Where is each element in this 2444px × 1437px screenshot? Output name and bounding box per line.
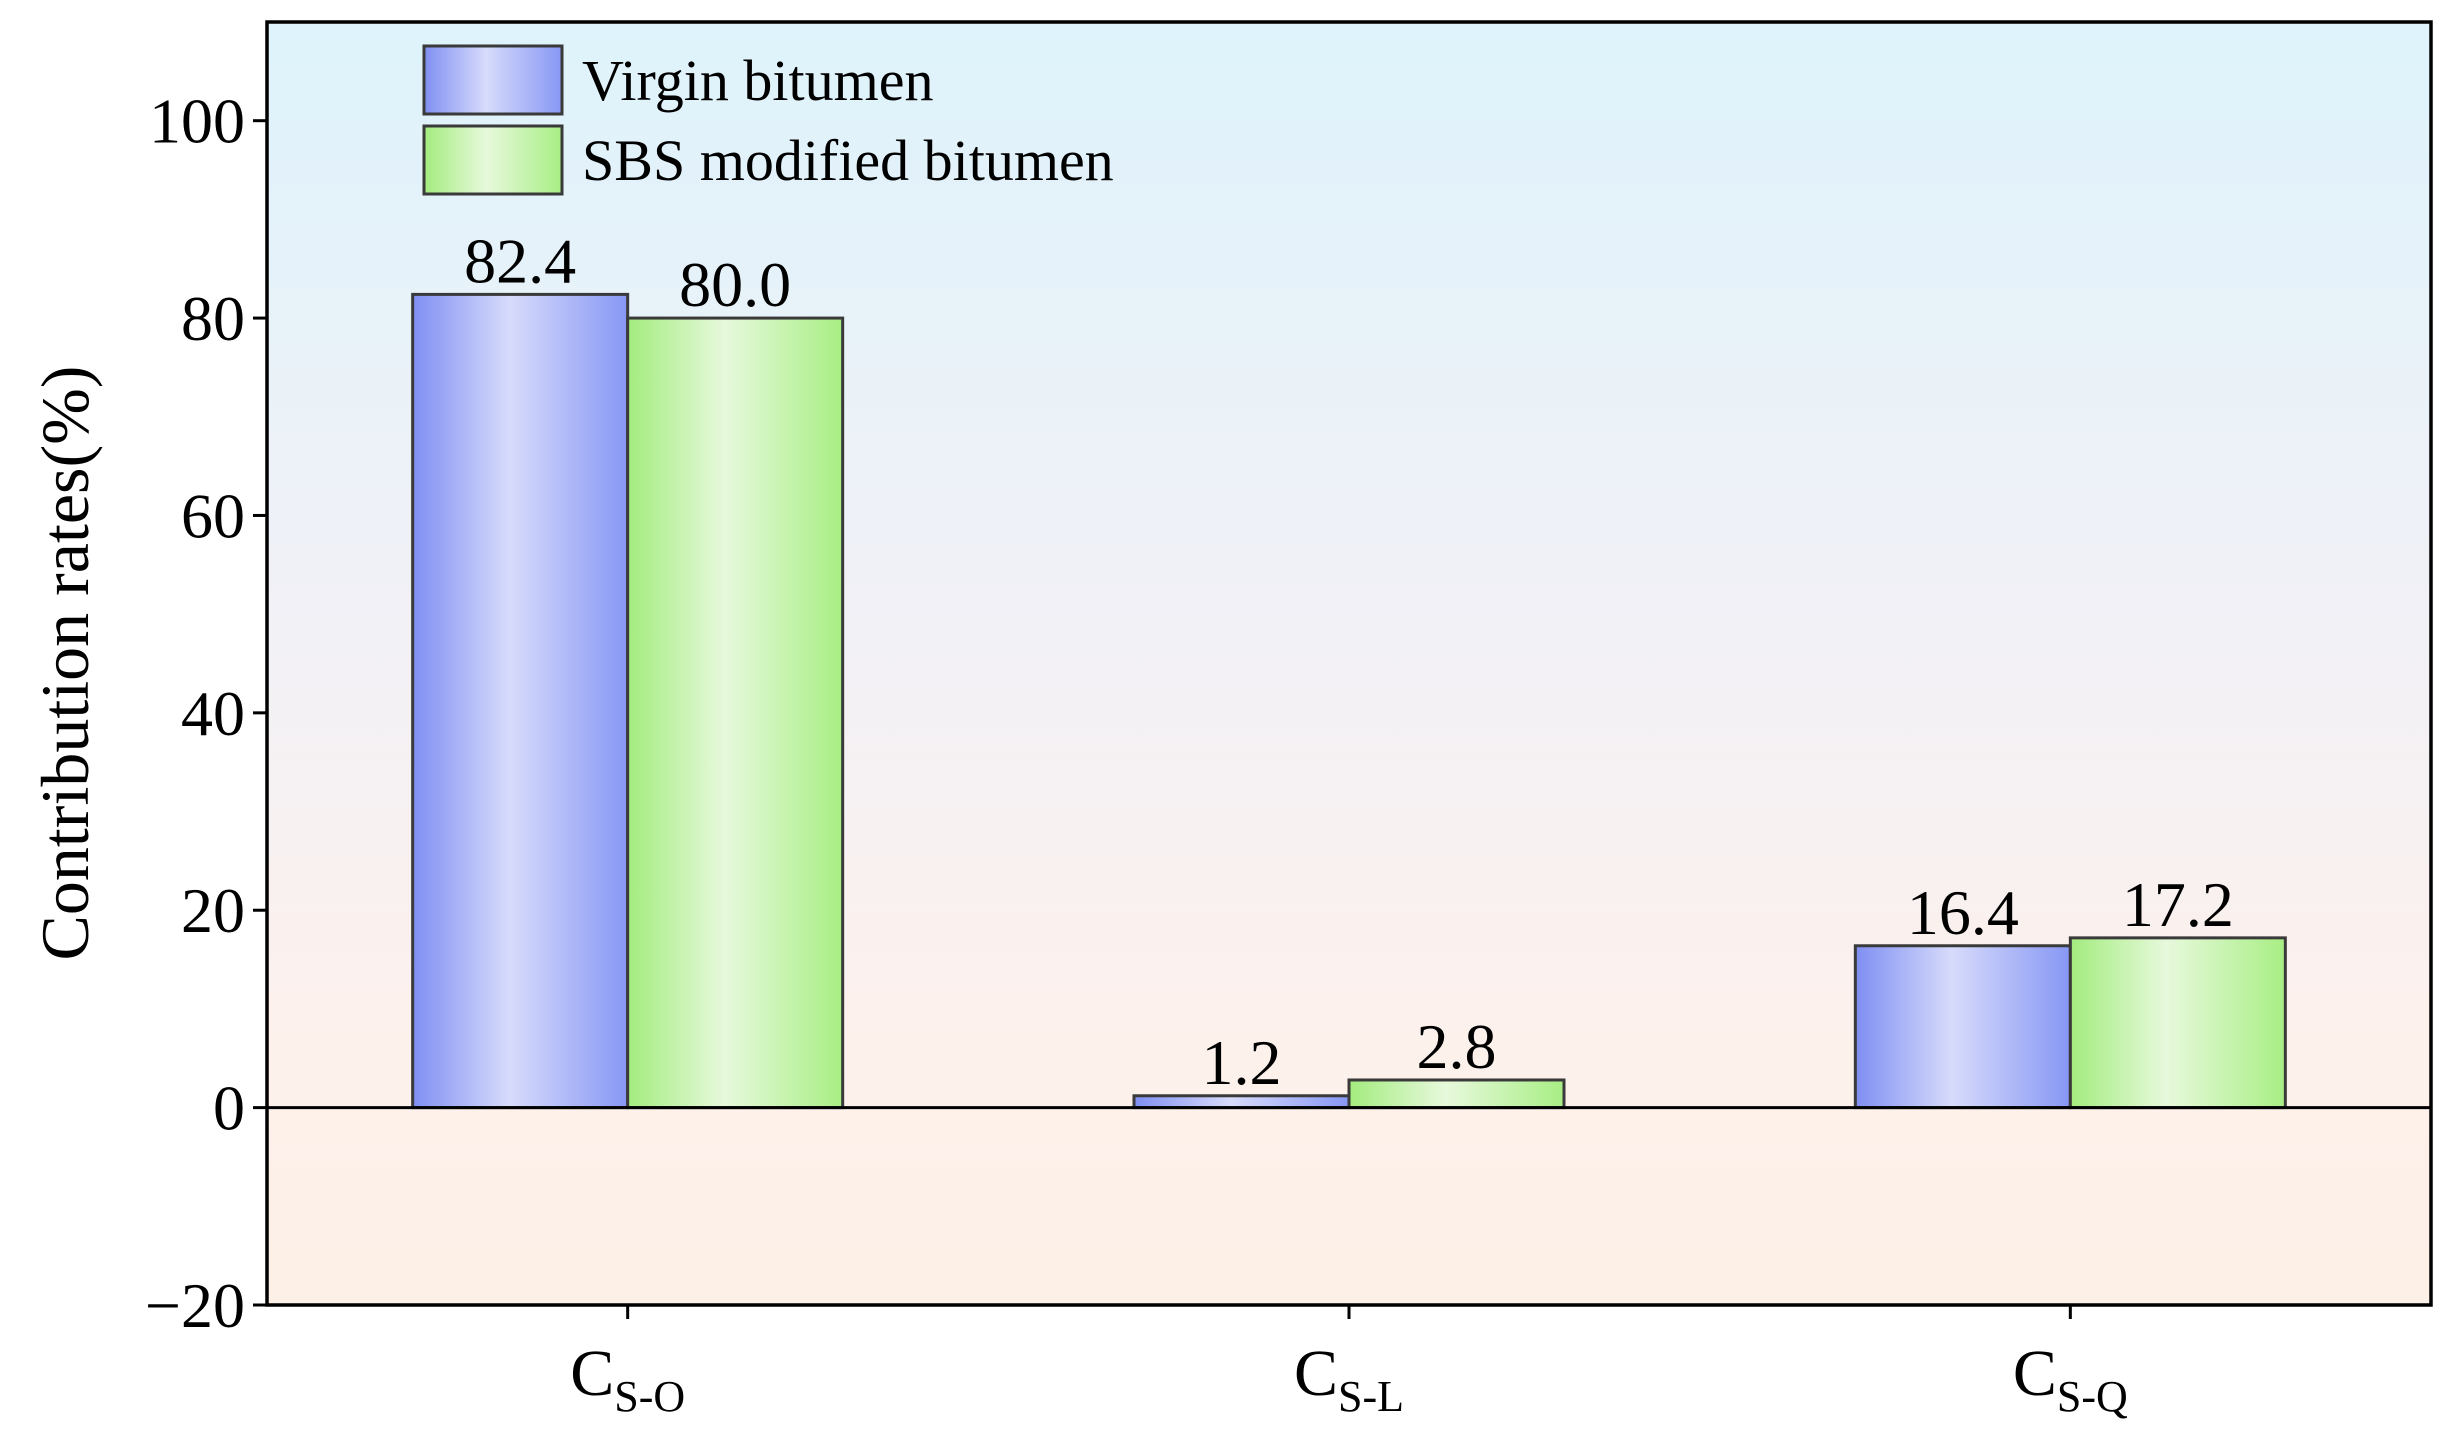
y-tick-label: 100 — [149, 86, 245, 157]
bars-group — [411, 292, 2287, 1110]
y-tick-label: 0 — [213, 1073, 245, 1144]
x-tick-label-subscript: S-L — [1338, 1372, 1404, 1421]
x-axis-ticks: CS-O CS-L CS-Q — [570, 1305, 2128, 1421]
legend: Virgin bitumen SBS modified bitumen — [422, 44, 1114, 196]
bar-value-label: 80.0 — [679, 249, 791, 320]
bar-value-label: 2.8 — [1417, 1011, 1497, 1082]
bar-value-label: 17.2 — [2122, 869, 2234, 940]
y-tick-label: −20 — [145, 1270, 245, 1341]
x-tick-label: CS-Q — [2013, 1337, 2128, 1421]
y-axis-label: Contribution rates(%) — [27, 366, 103, 961]
x-tick-label: CS-O — [570, 1337, 685, 1421]
bar-sbs-s-o — [626, 316, 845, 1110]
legend-label: SBS modified bitumen — [582, 128, 1114, 193]
bar-virgin-s-q — [1853, 944, 2072, 1110]
x-tick-label: CS-L — [1294, 1337, 1404, 1421]
bar-virgin-s-o — [411, 292, 630, 1110]
y-tick-label: 60 — [181, 480, 245, 551]
legend-swatch-sbs — [422, 124, 564, 196]
y-tick-label: 20 — [181, 875, 245, 946]
y-axis-ticks: −20 0 20 40 60 80 100 — [145, 86, 267, 1341]
y-tick-label: 40 — [181, 678, 245, 749]
y-tick-label: 80 — [181, 283, 245, 354]
x-tick-label-base: C — [2013, 1337, 2057, 1410]
bar-value-label: 82.4 — [464, 225, 576, 296]
bar-value-label: 16.4 — [1907, 877, 2019, 948]
x-tick-label-base: C — [570, 1337, 614, 1410]
bar-sbs-s-l — [1347, 1078, 1566, 1110]
x-tick-label-base: C — [1294, 1337, 1338, 1410]
bar-value-labels: 82.4 1.2 16.4 80.0 2.8 17.2 — [464, 225, 2234, 1097]
x-tick-label-subscript: S-O — [614, 1372, 685, 1421]
bar-value-label: 1.2 — [1202, 1027, 1282, 1098]
legend-swatch-virgin — [422, 44, 564, 116]
bar-sbs-s-q — [2068, 936, 2287, 1110]
legend-label: Virgin bitumen — [582, 48, 933, 113]
x-tick-label-subscript: S-Q — [2057, 1372, 2128, 1421]
